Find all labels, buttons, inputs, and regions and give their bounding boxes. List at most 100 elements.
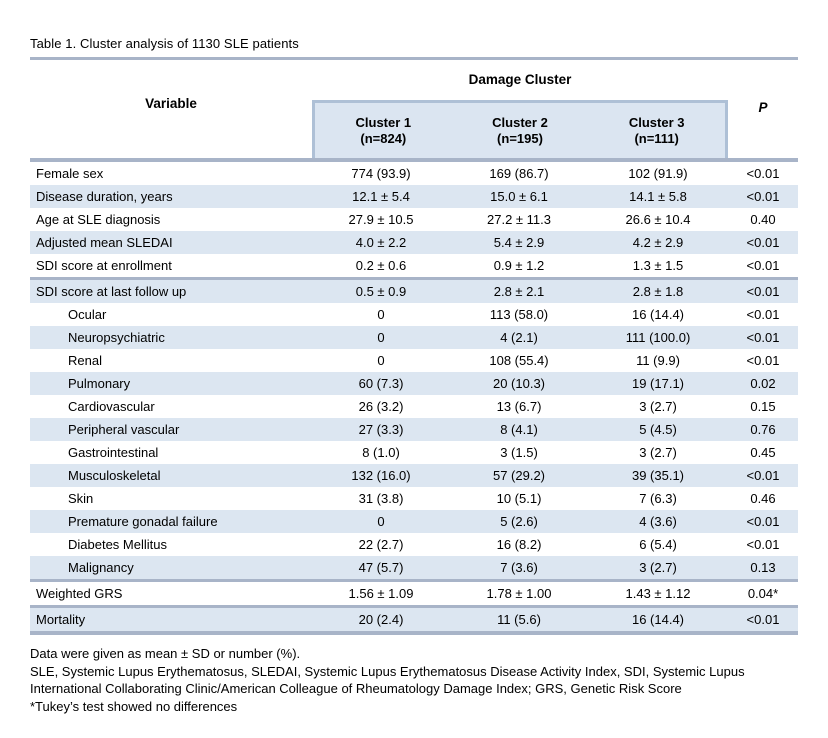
footnote-tukey: *Tukey’s test showed no differences — [30, 698, 238, 714]
row-value-cluster-2: 27.2 ± 11.3 — [487, 212, 551, 227]
table-body: Female sex 774 (93.9) 169 (86.7) 102 (91.9)… — [30, 162, 798, 635]
table-row: Peripheral vascular 27 (3.3) 8 (4.1) 5 (4.5… — [30, 418, 798, 441]
column-header-cluster-3: Cluster 3 (n=111) — [588, 103, 725, 158]
row-value-cluster-1: 26 (3.2) — [358, 399, 404, 414]
row-variable: Musculoskeletal — [68, 468, 161, 483]
table-row: Premature gonadal failure 0 5 (2.6) 4 (3.6)… — [30, 510, 798, 533]
row-p-value: 0.46 — [750, 491, 776, 506]
table-row: Gastrointestinal 8 (1.0) 3 (1.5) 3 (2.7) 0.4… — [30, 441, 798, 464]
row-value-cluster-2: 20 (10.3) — [492, 376, 546, 391]
row-value-cluster-2: 169 (86.7) — [489, 166, 549, 181]
row-variable: Disease duration, years — [36, 189, 173, 204]
row-value-cluster-2: 57 (29.2) — [492, 468, 546, 483]
row-value-cluster-1: 31 (3.8) — [358, 491, 404, 506]
column-header-variable: Variable — [145, 96, 197, 111]
row-value-cluster-3: 102 (91.9) — [628, 166, 688, 181]
row-value-cluster-2: 4 (2.1) — [500, 330, 538, 345]
table-row: Cardiovascular 26 (3.2) 13 (6.7) 3 (2.7) 0.1… — [30, 395, 798, 418]
row-variable: SDI score at last follow up — [36, 284, 187, 299]
row-value-cluster-3: 26.6 ± 10.4 — [625, 212, 691, 227]
row-value-cluster-3: 5 (4.5) — [639, 422, 677, 437]
cluster-name: Cluster 1 — [355, 114, 412, 130]
row-variable: Pulmonary — [68, 376, 131, 391]
row-p-value: <0.01 — [746, 353, 780, 368]
table-header: Damage Cluster Variable P Cluster 1 (n=82… — [30, 60, 798, 158]
row-value-cluster-2: 8 (4.1) — [500, 422, 538, 437]
row-p-value: 0.40 — [750, 212, 776, 227]
row-value-cluster-1: 0 — [377, 514, 385, 529]
row-value-cluster-1: 60 (7.3) — [358, 376, 404, 391]
row-value-cluster-3: 6 (5.4) — [639, 537, 677, 552]
row-value-cluster-1: 12.1 ± 5.4 — [352, 189, 410, 204]
row-value-cluster-1: 20 (2.4) — [358, 612, 404, 627]
row-value-cluster-2: 5 (2.6) — [500, 514, 538, 529]
row-variable: Weighted GRS — [36, 586, 123, 601]
table-row: Disease duration, years 12.1 ± 5.4 15.0 ± … — [30, 185, 798, 208]
table-row: Weighted GRS 1.56 ± 1.09 1.78 ± 1.00 1.43 ±… — [30, 579, 798, 605]
row-value-cluster-1: 132 (16.0) — [351, 468, 411, 483]
column-header-cluster-1: Cluster 1 (n=824) — [315, 103, 452, 158]
row-p-value: 0.45 — [750, 445, 776, 460]
table-row: SDI score at enrollment 0.2 ± 0.6 0.9 ± 1.… — [30, 254, 798, 277]
row-variable: Malignancy — [68, 560, 134, 575]
row-variable: Age at SLE diagnosis — [36, 212, 161, 227]
row-value-cluster-3: 4 (3.6) — [639, 514, 677, 529]
row-value-cluster-2: 13 (6.7) — [496, 399, 542, 414]
column-header-cluster-2: Cluster 2 (n=195) — [452, 103, 589, 158]
row-p-value: <0.01 — [746, 468, 780, 483]
row-value-cluster-2: 2.8 ± 2.1 — [493, 284, 545, 299]
row-variable: Peripheral vascular — [68, 422, 180, 437]
row-value-cluster-2: 113 (58.0) — [489, 307, 549, 322]
table-row: Diabetes Mellitus 22 (2.7) 16 (8.2) 6 (5.4)… — [30, 533, 798, 556]
row-value-cluster-3: 1.43 ± 1.12 — [625, 586, 691, 601]
table-row: Neuropsychiatric 0 4 (2.1) 111 (100.0) <0.01 — [30, 326, 798, 349]
row-p-value: <0.01 — [746, 284, 780, 299]
row-value-cluster-3: 7 (6.3) — [639, 491, 677, 506]
row-value-cluster-2: 0.9 ± 1.2 — [493, 258, 545, 273]
row-variable: Skin — [68, 491, 94, 506]
row-value-cluster-3: 39 (35.1) — [631, 468, 685, 483]
row-variable: SDI score at enrollment — [36, 258, 172, 273]
header-rule — [30, 158, 798, 162]
row-p-value: <0.01 — [746, 258, 780, 273]
row-variable: Neuropsychiatric — [68, 330, 165, 345]
row-value-cluster-3: 1.3 ± 1.5 — [632, 258, 684, 273]
row-p-value: <0.01 — [746, 330, 780, 345]
footnote-abbreviations: SLE, Systemic Lupus Erythematosus, SLEDA… — [30, 663, 745, 697]
footnotes: Data were given as mean ± SD or number (… — [30, 645, 802, 715]
row-value-cluster-3: 3 (2.7) — [639, 399, 677, 414]
row-value-cluster-3: 3 (2.7) — [639, 445, 677, 460]
column-header-p: P — [758, 100, 768, 115]
row-value-cluster-3: 11 (9.9) — [636, 353, 680, 368]
row-p-value: <0.01 — [746, 514, 780, 529]
table-row: Pulmonary 60 (7.3) 20 (10.3) 19 (17.1) 0.02 — [30, 372, 798, 395]
row-variable: Cardiovascular — [68, 399, 155, 414]
table-row: SDI score at last follow up 0.5 ± 0.9 2.8 … — [30, 277, 798, 303]
row-variable: Premature gonadal failure — [68, 514, 218, 529]
row-value-cluster-1: 47 (5.7) — [358, 560, 404, 575]
title-rule — [30, 57, 798, 60]
row-p-value: <0.01 — [746, 189, 780, 204]
table-row: Skin 31 (3.8) 10 (5.1) 7 (6.3) 0.46 — [30, 487, 798, 510]
row-value-cluster-1: 0.5 ± 0.9 — [355, 284, 407, 299]
row-p-value: 0.02 — [750, 376, 776, 391]
row-value-cluster-1: 27 (3.3) — [358, 422, 404, 437]
row-value-cluster-2: 11 (5.6) — [497, 612, 541, 627]
row-value-cluster-2: 5.4 ± 2.9 — [493, 235, 545, 250]
row-variable: Renal — [68, 353, 102, 368]
row-value-cluster-3: 16 (14.4) — [631, 612, 685, 627]
row-variable: Mortality — [36, 612, 86, 627]
row-value-cluster-3: 14.1 ± 5.8 — [629, 189, 687, 204]
group-header-damage-cluster: Damage Cluster — [468, 72, 572, 87]
table-row: Adjusted mean SLEDAI 4.0 ± 2.2 5.4 ± 2.9 4.… — [30, 231, 798, 254]
row-value-cluster-2: 108 (55.4) — [489, 353, 549, 368]
row-value-cluster-1: 8 (1.0) — [362, 445, 400, 460]
table-row: Renal 0 108 (55.4) 11 (9.9) <0.01 — [30, 349, 798, 372]
row-value-cluster-1: 27.9 ± 10.5 — [348, 212, 414, 227]
row-value-cluster-2: 15.0 ± 6.1 — [490, 189, 548, 204]
table-row: Age at SLE diagnosis 27.9 ± 10.5 27.2 ± 11… — [30, 208, 798, 231]
row-p-value: 0.04* — [747, 586, 779, 601]
row-value-cluster-2: 7 (3.6) — [500, 560, 538, 575]
footnote-data-note: Data were given as mean ± SD or number (… — [30, 646, 301, 661]
